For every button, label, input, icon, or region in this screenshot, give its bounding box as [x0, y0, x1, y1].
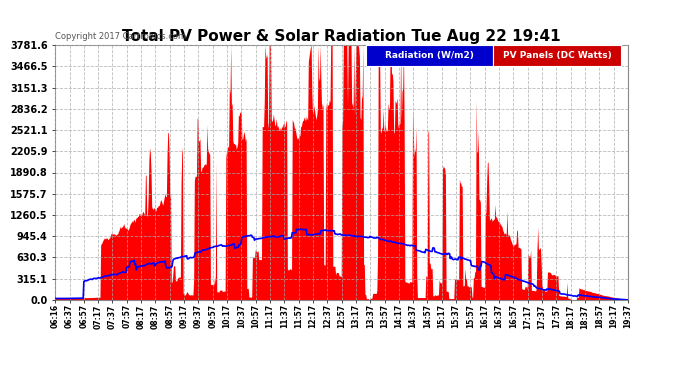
Title: Total PV Power & Solar Radiation Tue Aug 22 19:41: Total PV Power & Solar Radiation Tue Aug… [122, 29, 561, 44]
Text: PV Panels (DC Watts): PV Panels (DC Watts) [503, 51, 611, 60]
Text: Copyright 2017 Cartronics.com: Copyright 2017 Cartronics.com [55, 32, 186, 41]
Text: Radiation (W/m2): Radiation (W/m2) [385, 51, 474, 60]
